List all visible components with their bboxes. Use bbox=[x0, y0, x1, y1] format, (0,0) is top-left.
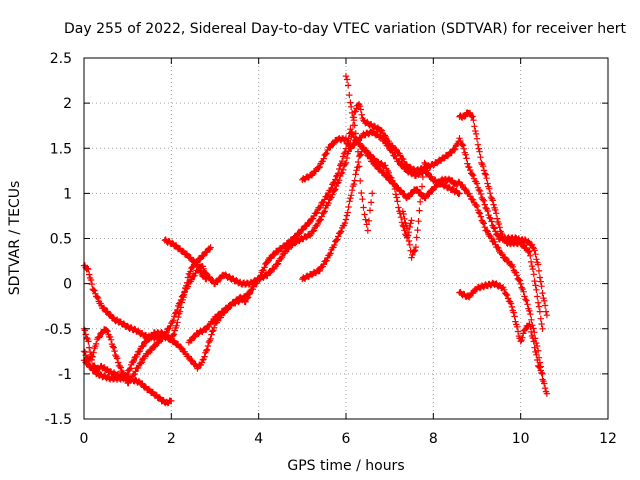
series-track-j bbox=[399, 159, 433, 261]
plus-markers bbox=[342, 72, 376, 234]
y-tick-label: 0.5 bbox=[50, 232, 72, 248]
x-tick-labels: 0 2 4 6 8 10 12 bbox=[80, 431, 617, 447]
grid-lines bbox=[84, 58, 608, 419]
y-tick-label: 1.5 bbox=[50, 141, 72, 157]
x-tick-label: 10 bbox=[512, 431, 530, 447]
y-tick-labels: -1.5 -1 -0.5 0 0.5 1 1.5 2 2.5 bbox=[45, 51, 72, 428]
x-tick-label: 6 bbox=[342, 431, 351, 447]
y-tick-label: 2.5 bbox=[50, 51, 72, 67]
series-track-f bbox=[185, 289, 254, 346]
data-points bbox=[80, 72, 551, 407]
x-tick-label: 8 bbox=[429, 431, 438, 447]
y-tick-label: -1 bbox=[58, 367, 72, 383]
series-track-l bbox=[456, 279, 546, 378]
series-track-i bbox=[342, 72, 376, 234]
x-tick-label: 4 bbox=[254, 431, 263, 447]
plus-markers bbox=[161, 236, 210, 283]
chart-title: Day 255 of 2022, Sidereal Day-to-day VTE… bbox=[64, 21, 626, 37]
y-tick-label: -1.5 bbox=[45, 412, 72, 428]
plus-markers bbox=[299, 145, 415, 283]
x-tick-label: 0 bbox=[80, 431, 89, 447]
x-tick-label: 12 bbox=[599, 431, 617, 447]
series-track-b bbox=[80, 100, 551, 387]
x-tick-label: 2 bbox=[167, 431, 176, 447]
plus-markers bbox=[456, 279, 546, 378]
plus-markers bbox=[456, 109, 546, 332]
y-tick-label: 0 bbox=[63, 277, 72, 293]
y-axis-label: SDTVAR / TECUs bbox=[7, 181, 23, 296]
plus-markers bbox=[80, 126, 551, 397]
plus-markers bbox=[80, 100, 551, 387]
axis-ticks bbox=[83, 57, 609, 420]
y-tick-label: 2 bbox=[63, 96, 72, 112]
y-tick-label: -0.5 bbox=[45, 322, 72, 338]
series-track-e bbox=[161, 236, 210, 283]
plus-markers bbox=[185, 289, 254, 346]
series-track-g bbox=[299, 145, 415, 283]
series-track-k bbox=[456, 109, 546, 332]
plus-markers bbox=[399, 159, 433, 261]
series-track-a bbox=[80, 126, 551, 397]
y-tick-label: 1 bbox=[63, 186, 72, 202]
x-axis-label: GPS time / hours bbox=[287, 458, 404, 474]
